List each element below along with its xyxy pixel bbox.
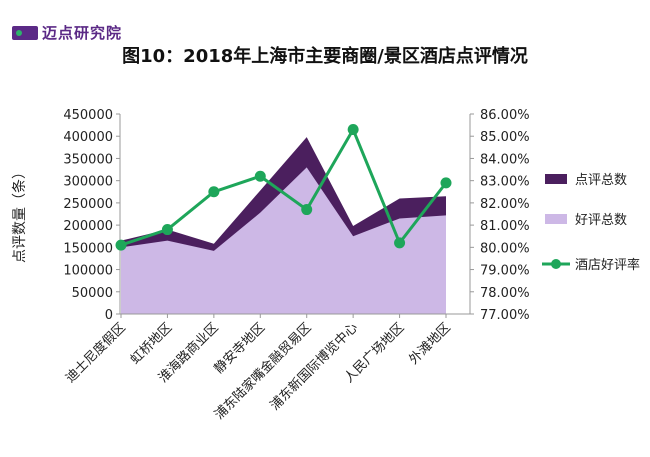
rate-point xyxy=(115,239,127,251)
y-tick-label: 0 xyxy=(105,308,113,323)
rate-point xyxy=(161,224,173,236)
legend-swatch-positive xyxy=(545,214,567,224)
logo-mark-icon xyxy=(12,25,38,40)
y2-tick-label: 81.00% xyxy=(480,219,530,234)
legend-label-positive: 好评总数 xyxy=(575,213,627,228)
y2-tick-label: 85.00% xyxy=(480,130,530,145)
y2-tick-label: 82.00% xyxy=(480,197,530,212)
y2-tick-label: 77.00% xyxy=(480,308,530,323)
area-positive-reviews xyxy=(121,167,446,314)
rate-point xyxy=(347,124,359,136)
y2-tick-label: 83.00% xyxy=(480,175,530,190)
y-tick-label: 150000 xyxy=(63,241,113,256)
logo-text: 迈点研究院 xyxy=(42,24,123,42)
legend-label-rate: 酒店好评率 xyxy=(575,257,640,273)
y2-tick-label: 84.00% xyxy=(480,152,530,167)
y-tick-label: 450000 xyxy=(63,108,113,123)
y-tick-label: 50000 xyxy=(72,286,113,301)
x-tick-label: 浦东新国际博览中心 xyxy=(267,320,361,414)
y2-tick-label: 80.00% xyxy=(480,241,530,256)
logo: 迈点研究院 xyxy=(12,22,122,43)
y-tick-label: 350000 xyxy=(63,152,113,167)
legend-swatch-total xyxy=(545,174,567,184)
rate-point xyxy=(301,204,313,216)
x-tick-label: 迪士尼度假区 xyxy=(62,320,128,386)
x-tick-label: 外滩地区 xyxy=(406,320,453,367)
y-tick-label: 400000 xyxy=(63,130,113,145)
y-tick-label: 200000 xyxy=(63,219,113,234)
y2-tick-label: 79.00% xyxy=(480,264,530,279)
legend-marker-rate xyxy=(551,259,561,269)
rate-point xyxy=(440,177,452,189)
legend-label-total: 点评总数 xyxy=(575,173,627,188)
y-tick-label: 100000 xyxy=(63,264,113,279)
y-tick-label: 300000 xyxy=(63,175,113,190)
y-tick-label: 250000 xyxy=(63,197,113,212)
rate-point xyxy=(254,170,266,182)
line-positive-rate xyxy=(120,126,448,247)
y-axis-title: 点评数量（条） xyxy=(11,165,28,263)
rate-point xyxy=(208,186,220,198)
x-tick-label: 虹桥地区 xyxy=(128,320,175,367)
chart-title: 图10：2018年上海市主要商圈/景区酒店点评情况 xyxy=(122,46,528,67)
y2-tick-label: 78.00% xyxy=(480,286,530,301)
y2-tick-label: 86.00% xyxy=(480,108,530,123)
rate-point xyxy=(394,237,406,249)
